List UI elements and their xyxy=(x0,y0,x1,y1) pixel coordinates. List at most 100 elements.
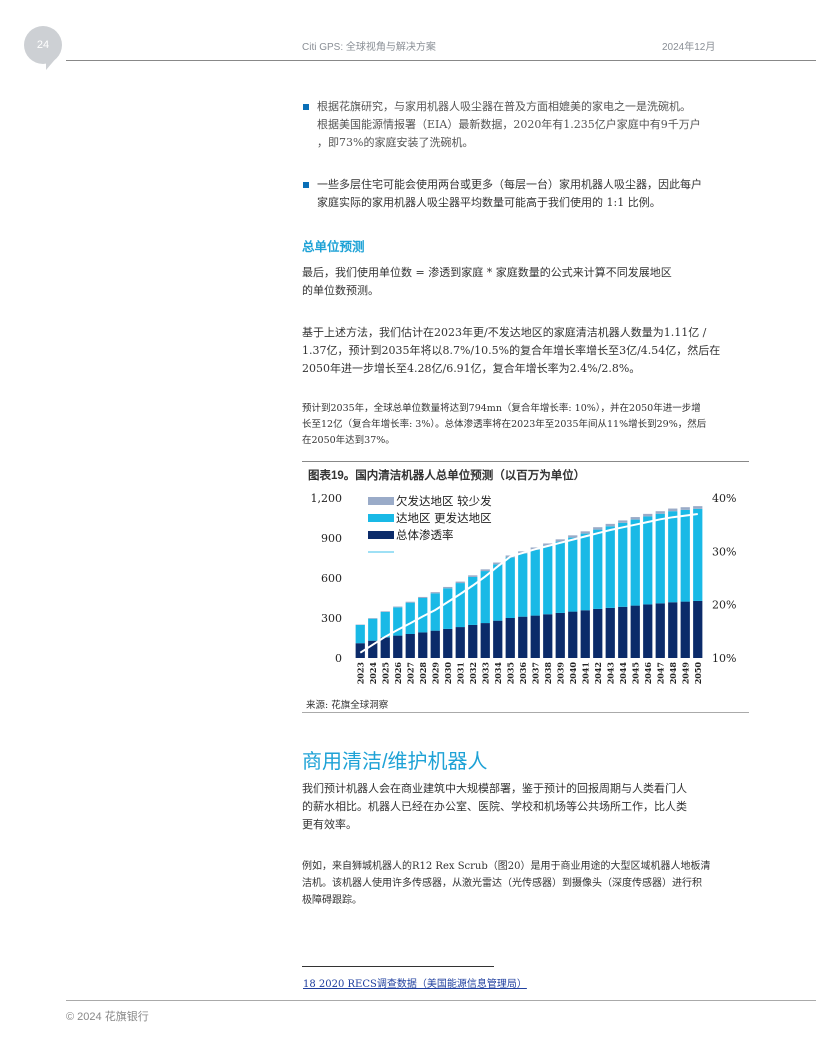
x-tick-label: 2050 xyxy=(693,662,703,685)
figure-title: 图表19。国内清洁机器人总单位预测（以百万为单位） xyxy=(308,470,586,482)
footnote-link[interactable]: 18 2020 RECS调查数据（美国能源信息管理局） xyxy=(303,979,527,990)
bullet-line: 根据花旗研究，与家用机器人吸尘器在普及方面相媲美的家电之一是洗碗机。 xyxy=(317,100,691,113)
figure-bottom-rule xyxy=(302,712,749,713)
paragraph-formula: 最后，我们使用单位数 = 渗透到家庭 * 家庭数量的公式来计算不同发展地区 的单… xyxy=(302,264,742,300)
x-tick-label: 2034 xyxy=(493,662,503,685)
bar-segment xyxy=(455,581,465,584)
bar-segment xyxy=(655,603,665,658)
copyright: © 2024 花旗银行 xyxy=(66,1011,149,1023)
bullet-item-multistory: 一些多层住宅可能会使用两台或更多（每层一台）家用机器人吸尘器，因此每户 家庭实际… xyxy=(303,176,733,212)
bar-segment xyxy=(480,623,490,658)
bar-segment xyxy=(418,598,428,633)
header-title: Citi GPS: 全球视角与解决方案 xyxy=(302,42,436,53)
x-tick-label: 2026 xyxy=(393,662,403,685)
x-tick-label: 2048 xyxy=(668,662,678,685)
y-tick-label: 600 xyxy=(321,572,342,585)
x-tick-label: 2038 xyxy=(543,662,553,685)
x-tick-label: 2045 xyxy=(630,662,640,684)
bar-segment xyxy=(505,557,515,618)
bar-segment xyxy=(493,562,503,565)
figure-top-rule xyxy=(302,461,749,462)
bullet-line: ，即73%的家庭安装了洗碗机。 xyxy=(317,136,474,149)
legend-swatch xyxy=(368,514,394,522)
bar-segment xyxy=(618,522,628,607)
bar-segment xyxy=(630,517,640,520)
bar-segment xyxy=(380,611,390,612)
x-tick-label: 2033 xyxy=(480,662,490,685)
bullet-square-icon xyxy=(303,182,309,188)
bar-segment xyxy=(618,520,628,523)
legend-label: 欠发达地区 较少发 xyxy=(396,494,492,508)
section-heading: 总单位预测 xyxy=(302,240,365,254)
bar-segment xyxy=(468,624,478,658)
page-number-badge: 24 xyxy=(24,26,62,64)
x-tick-label: 2044 xyxy=(618,662,628,685)
bar-segment xyxy=(493,564,503,621)
header-date: 2024年12月 xyxy=(662,42,716,53)
bar-segment xyxy=(643,513,653,517)
bar-segment xyxy=(493,620,503,658)
badge-tail-shape xyxy=(46,56,58,70)
bar-segment xyxy=(418,596,428,598)
section2-heading: 商用清洁/维护机器人 xyxy=(302,751,488,773)
bar-segment xyxy=(605,607,615,658)
legend-swatch xyxy=(368,531,394,539)
bar-segment xyxy=(393,606,403,608)
bar-segment xyxy=(443,588,453,629)
text-line: 1.37亿，预计到2035年将以8.7%/10.5%的复合年增长率增长至3亿/4… xyxy=(302,344,721,357)
bar-segment xyxy=(655,511,665,514)
x-tick-label: 2028 xyxy=(418,662,428,685)
bar-segment xyxy=(393,635,403,658)
x-tick-label: 2046 xyxy=(643,662,653,685)
bar-segment xyxy=(430,630,440,658)
paragraph-global-total: 预计到2035年，全球总单位数量将达到794mn（复合年增长率: 10%），并在… xyxy=(302,401,750,449)
bar-segment xyxy=(393,607,403,636)
bar-segment xyxy=(643,516,653,605)
bar-segment xyxy=(405,601,415,603)
page-number: 24 xyxy=(36,39,50,51)
x-tick-label: 2023 xyxy=(355,662,365,685)
bar-segment xyxy=(443,586,453,589)
x-tick-label: 2040 xyxy=(568,662,578,685)
bar-segment xyxy=(668,508,678,512)
bar-segment xyxy=(468,575,478,577)
header-rule xyxy=(66,60,816,61)
text-line: 长至12亿（复合年增长率: 3%）。总体渗透率将在2023年至2035年间从11… xyxy=(302,419,707,430)
text-line: 2050年进一步增长至4.28亿/6.91亿，复合年增长率为2.4%/2.8%。 xyxy=(302,362,641,375)
bar-segment xyxy=(368,618,378,641)
bullet-line: 一些多层住宅可能会使用两台或更多（每层一台）家用机器人吸尘器，因此每户 xyxy=(317,178,702,191)
bar-segment xyxy=(555,541,565,613)
text-line: 极障碍跟踪。 xyxy=(302,895,362,906)
bar-segment xyxy=(418,632,428,658)
bar-segment xyxy=(518,616,528,658)
text-line: 在2050年达到37%。 xyxy=(302,435,395,446)
bar-segment xyxy=(518,553,528,617)
y-tick-label: 0 xyxy=(335,652,342,665)
y-tick-label: 900 xyxy=(321,532,342,545)
bar-segment xyxy=(555,612,565,658)
legend-swatch xyxy=(368,497,394,505)
x-tick-label: 2035 xyxy=(505,662,515,684)
text-line: 预计到2035年，全球总单位数量将达到794mn（复合年增长率: 10%），并在… xyxy=(302,403,701,414)
y2-tick-label: 30% xyxy=(712,545,736,558)
paragraph-r12-example: 例如，来自狮城机器人的R12 Rex Scrub（图20）是用于商业用途的大型区… xyxy=(302,858,750,909)
bar-segment xyxy=(618,606,628,658)
paragraph-commercial: 我们预计机器人会在商业建筑中大规模部署，鉴于预计的回报周期与人类看门人 的薪水相… xyxy=(302,780,742,834)
bullet-line: 家庭实际的家用机器人吸尘器平均数量可能高于我们使用的 1:1 比例。 xyxy=(317,196,661,209)
bar-segment xyxy=(380,612,390,638)
text-line: 更有效率。 xyxy=(302,818,357,831)
x-tick-label: 2029 xyxy=(430,662,440,685)
bar-segment xyxy=(505,618,515,658)
bar-segment xyxy=(555,539,565,542)
x-tick-label: 2032 xyxy=(468,662,478,684)
footer-rule xyxy=(66,1000,816,1001)
bar-segment xyxy=(593,608,603,658)
text-line: 的单位数预测。 xyxy=(302,284,379,297)
bar-segment xyxy=(668,602,678,658)
x-tick-label: 2039 xyxy=(555,662,565,685)
text-line: 基于上述方法，我们估计在2023年更/不发达地区的家庭清洁机器人数量为1.11亿… xyxy=(302,326,707,339)
bar-segment xyxy=(568,611,578,658)
bar-segment xyxy=(605,526,615,608)
bar-segment xyxy=(530,549,540,616)
